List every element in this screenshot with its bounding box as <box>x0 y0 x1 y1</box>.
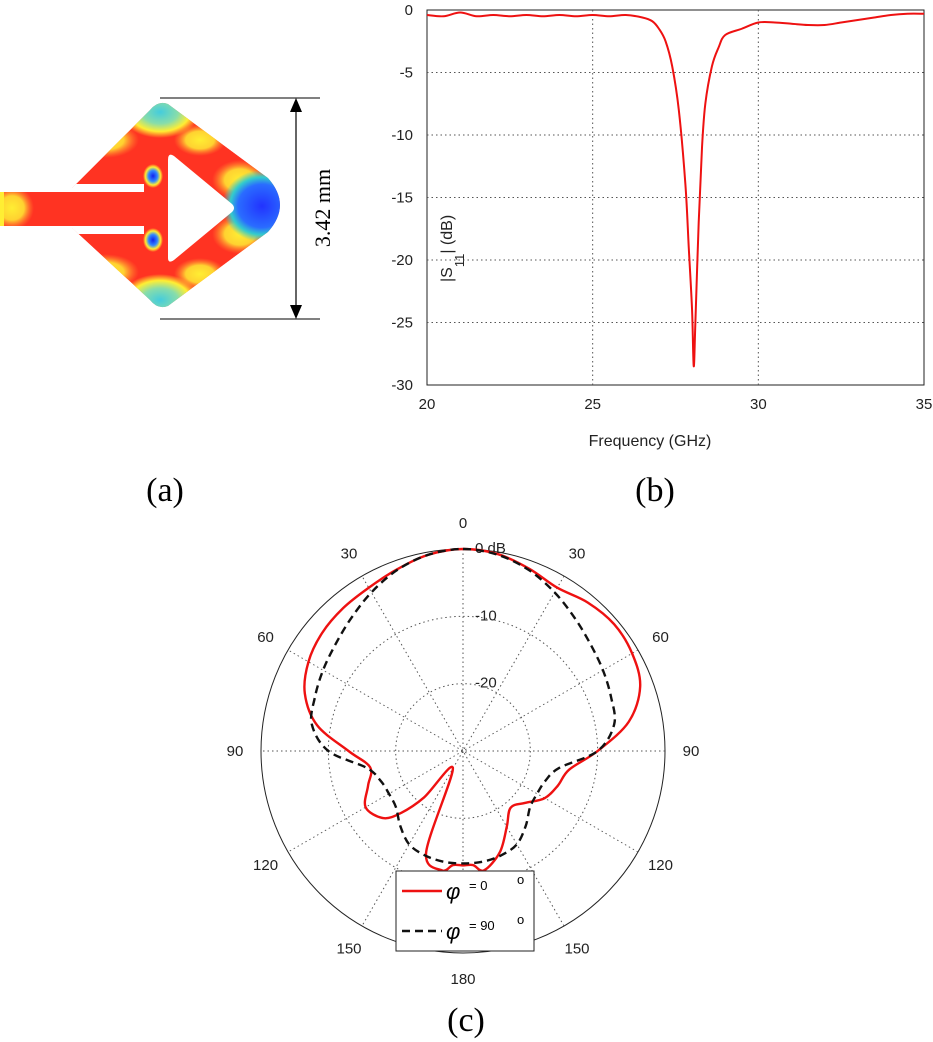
polar-ring-label-2: -20 <box>475 675 497 692</box>
s11-xtick-0: 20 <box>419 396 436 413</box>
s11-ytick-3: -15 <box>391 190 413 207</box>
radiation-pattern-chart: 0 dB -10 -20 0 30 60 90 120 150 180 150 120 90 60 30 φ… <box>227 515 700 988</box>
polar-series-phi-0 <box>303 547 642 872</box>
caption-b: (b) <box>635 472 675 509</box>
polar-series-phi-90 <box>309 547 617 865</box>
feed-port <box>0 192 4 226</box>
legend-symbol-phi-90: φ <box>446 919 460 944</box>
s11-ylabel-sub: 11 <box>452 254 467 268</box>
polar-angle-label-5: 150 <box>564 940 589 957</box>
polar-angle-label-2: 60 <box>652 629 669 646</box>
polar-legend-box <box>395 870 535 952</box>
caption-c: (c) <box>447 1002 485 1039</box>
s11-ylabel-main: |S <box>439 267 456 282</box>
polar-angle-label-0: 0 <box>459 515 467 532</box>
antenna-figure: 3.42 mm <box>0 97 335 320</box>
polar-angle-label-11: 30 <box>341 546 358 563</box>
svg-text:|S11| (dB): |S11| (dB) <box>439 215 467 282</box>
s11-xlabel: Frequency (GHz) <box>589 433 712 450</box>
dimension-label: 3.42 mm <box>310 169 335 247</box>
polar-legend: φ = 0 o φ = 90 o <box>395 870 535 952</box>
legend-text-phi-0: = 0 <box>469 878 487 893</box>
s11-ytick-2: -10 <box>391 127 413 144</box>
s11-xtick-2: 30 <box>750 396 767 413</box>
dimension-marker: 3.42 mm <box>160 97 335 320</box>
legend-symbol-phi-0: φ <box>446 879 460 904</box>
polar-angle-label-1: 30 <box>569 546 586 563</box>
polar-angle-label-7: 150 <box>336 940 361 957</box>
antenna-current-map <box>0 102 280 308</box>
s11-ytick-4: -20 <box>391 252 413 269</box>
s11-series-line-0 <box>426 11 925 368</box>
s11-ytick-0: 0 <box>405 2 413 19</box>
polar-angle-label-9: 90 <box>227 743 244 760</box>
polar-ring-label-1: -10 <box>475 607 497 624</box>
legend-degree-phi-90: o <box>517 912 524 927</box>
s11-xtick-3: 35 <box>916 396 933 413</box>
polar-angle-label-10: 60 <box>257 629 274 646</box>
caption-a: (a) <box>146 472 184 509</box>
polar-angle-label-4: 120 <box>648 857 673 874</box>
s11-xtick-1: 25 <box>584 396 601 413</box>
polar-angle-label-6: 180 <box>450 971 475 988</box>
s11-ytick-5: -25 <box>391 315 413 332</box>
legend-degree-phi-0: o <box>517 872 524 887</box>
polar-angle-label-3: 90 <box>683 743 700 760</box>
s11-chart: 20 25 30 35 0 -5 -10 -15 -20 -25 -30 Frequency (GH… <box>391 2 932 450</box>
s11-ytick-6: -30 <box>391 377 413 394</box>
polar-ring-label-0: 0 dB <box>475 540 506 557</box>
legend-text-phi-90: = 90 <box>469 918 495 933</box>
s11-ylabel: |S11| (dB) <box>439 215 467 282</box>
polar-ring-2 <box>395 683 531 819</box>
polar-angle-label-8: 120 <box>253 857 278 874</box>
s11-ytick-1: -5 <box>400 65 413 82</box>
s11-ylabel-tail: | (dB) <box>439 215 456 254</box>
